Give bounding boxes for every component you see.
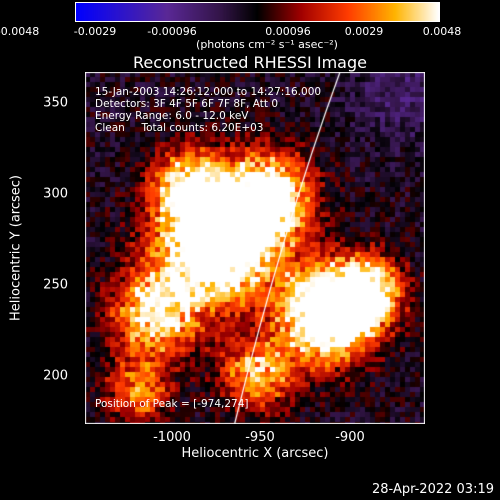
info-detectors: Detectors: 3F 4F 5F 6F 7F 8F, Att 0 xyxy=(95,98,279,110)
y-tick-label: 250 xyxy=(43,277,68,293)
x-tick-label: -1000 xyxy=(153,430,191,445)
x-tick-label: -950 xyxy=(245,430,275,445)
colorbar xyxy=(75,2,440,22)
colorbar-tick: 0.0029 xyxy=(344,25,384,38)
plot-timestamp: 28-Apr-2022 03:19 xyxy=(372,482,494,497)
y-tick-label: 300 xyxy=(43,186,68,202)
colorbar-tick: 0.00096 xyxy=(265,25,311,38)
x-axis-label: Heliocentric X (arcsec) xyxy=(181,446,329,461)
colorbar-tick: -0.00096 xyxy=(147,25,197,38)
colorbar-tick: -0.0029 xyxy=(73,25,117,38)
y-tick-label: 200 xyxy=(43,368,68,384)
y-tick-label: 350 xyxy=(43,95,68,111)
info-energy-range: Energy Range: 6.0 - 12.0 keV xyxy=(95,110,249,122)
image-title: Reconstructed RHESSI Image xyxy=(133,53,367,72)
y-axis-label: Heliocentric Y (arcsec) xyxy=(8,175,24,321)
colorbar-tick: 0.0048 xyxy=(422,25,462,38)
info-clean-counts: Clean Total counts: 6.20E+03 xyxy=(95,122,264,134)
info-time-range: 15-Jan-2003 14:26:12.000 to 14:27:16.000 xyxy=(95,86,322,98)
peak-position-label: Position of Peak = [-974,274] xyxy=(95,398,249,410)
x-tick-label: -900 xyxy=(335,430,365,445)
observation-info: 15-Jan-2003 14:26:12.000 to 14:27:16.000… xyxy=(95,86,321,134)
colorbar-tick: -0.0048 xyxy=(0,25,40,38)
colorbar-unit-label: (photons cm⁻² s⁻¹ asec⁻²) xyxy=(196,38,338,51)
reconstructed-image-plot xyxy=(85,72,425,424)
